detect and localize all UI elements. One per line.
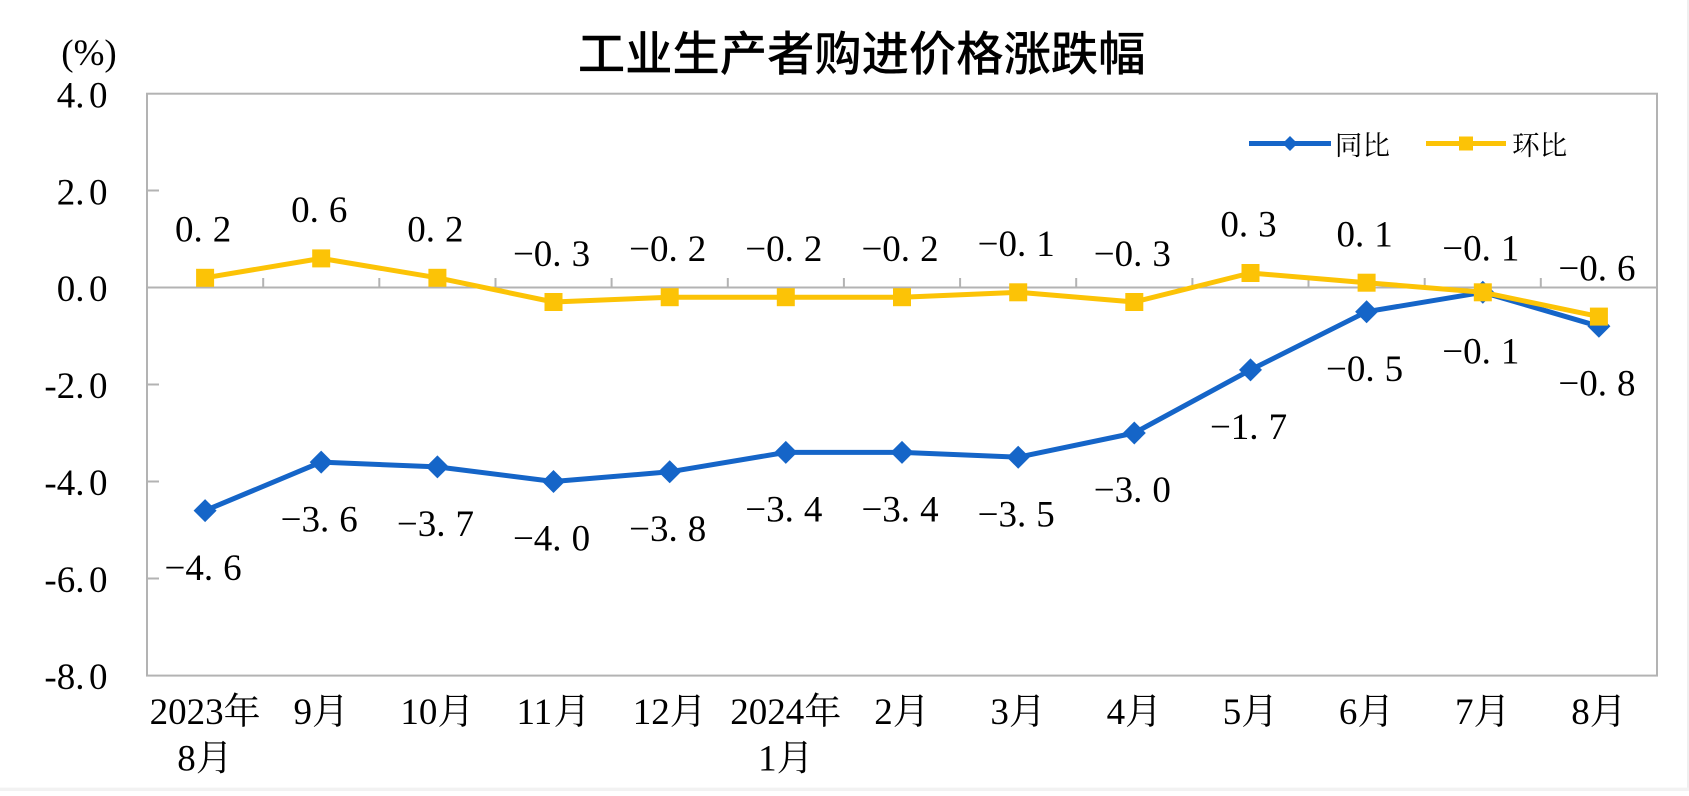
svg-text:8: 8 (1571, 692, 1590, 733)
svg-text:−0.2: −0. 2 (745, 229, 822, 270)
svg-text:-4.0: -4. 0 (44, 463, 107, 504)
svg-text:(%): (%) (61, 33, 116, 74)
svg-text:11: 11 (517, 692, 553, 733)
svg-text:2: 2 (874, 692, 893, 733)
svg-text:−3.4: −3. 4 (745, 490, 822, 531)
svg-text:0.0: 0. 0 (57, 269, 108, 310)
svg-text:−0.3: −0. 3 (513, 234, 590, 275)
svg-text:2023: 2023 (150, 692, 224, 733)
svg-text:−0.2: −0. 2 (861, 229, 938, 270)
svg-text:−0.8: −0. 8 (1558, 364, 1635, 405)
svg-text:−0.5: −0. 5 (1326, 349, 1403, 390)
svg-text:−0.3: −0. 3 (1094, 234, 1171, 275)
svg-text:-8.0: -8. 0 (44, 657, 107, 698)
svg-text:−4.0: −4. 0 (513, 519, 590, 560)
svg-text:12: 12 (633, 692, 670, 733)
svg-text:−3.0: −3. 0 (1094, 470, 1171, 511)
svg-text:−4.6: −4. 6 (165, 548, 242, 589)
svg-text:7: 7 (1455, 692, 1474, 733)
svg-text:1: 1 (758, 739, 777, 780)
svg-text:-6.0: -6. 0 (44, 560, 107, 601)
svg-text:−0.1: −0. 1 (1442, 229, 1519, 270)
svg-text:−3.4: −3. 4 (861, 490, 938, 531)
svg-text:2024: 2024 (730, 692, 804, 733)
svg-text:-2.0: -2. 0 (44, 366, 107, 407)
svg-text:−3.6: −3. 6 (281, 499, 358, 540)
svg-text:4.0: 4. 0 (57, 75, 108, 116)
svg-text:−0.1: −0. 1 (978, 224, 1055, 265)
svg-text:−1.7: −1. 7 (1210, 407, 1287, 448)
svg-text:6: 6 (1339, 692, 1358, 733)
svg-text:3: 3 (990, 692, 1009, 733)
svg-text:−0.1: −0. 1 (1442, 332, 1519, 373)
svg-text:8: 8 (177, 739, 196, 780)
svg-text:−0.2: −0. 2 (629, 229, 706, 270)
svg-text:−3.8: −3. 8 (629, 509, 706, 550)
svg-text:−3.7: −3. 7 (397, 504, 474, 545)
svg-text:5: 5 (1223, 692, 1242, 733)
svg-text:4: 4 (1107, 692, 1126, 733)
svg-text:2.0: 2. 0 (57, 172, 108, 213)
svg-text:10: 10 (400, 692, 437, 733)
svg-text:−3.5: −3. 5 (978, 495, 1055, 536)
svg-text:9: 9 (294, 692, 313, 733)
svg-text:−0.6: −0. 6 (1558, 248, 1635, 289)
